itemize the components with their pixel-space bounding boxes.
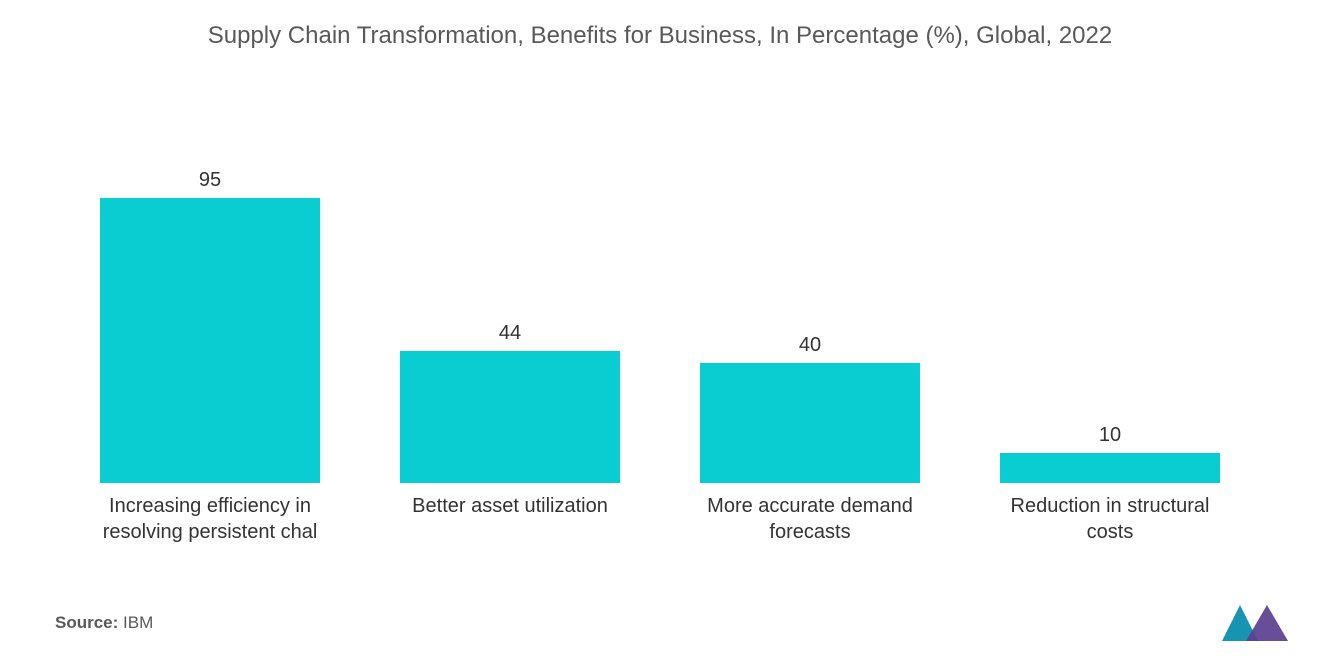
bar-category-label: Increasing efficiency in resolving persi… — [85, 493, 335, 545]
bar-value-label: 10 — [1099, 424, 1121, 447]
bar-group: 95 Increasing efficiency in resolving pe… — [60, 169, 360, 545]
chart-plot-area: 95 Increasing efficiency in resolving pe… — [60, 100, 1260, 545]
bar-category-label: More accurate demand forecasts — [685, 493, 935, 545]
bar-value-label: 40 — [799, 334, 821, 357]
bar-category-label: Better asset utilization — [412, 493, 608, 545]
bar-group: 10 Reduction in structural costs — [960, 424, 1260, 545]
bar — [1000, 453, 1220, 483]
bar-group: 44 Better asset utilization — [360, 322, 660, 545]
brand-logo-icon — [1220, 601, 1290, 645]
bar — [400, 351, 620, 483]
source-attribution: Source: IBM — [55, 613, 153, 633]
bar-value-label: 44 — [499, 322, 521, 345]
bar-group: 40 More accurate demand forecasts — [660, 334, 960, 545]
source-label: Source: — [55, 613, 118, 632]
chart-title: Supply Chain Transformation, Benefits fo… — [0, 0, 1320, 50]
bar — [700, 363, 920, 483]
bar-value-label: 95 — [199, 169, 221, 192]
source-value: IBM — [123, 613, 153, 632]
bar — [100, 198, 320, 483]
bar-category-label: Reduction in structural costs — [985, 493, 1235, 545]
